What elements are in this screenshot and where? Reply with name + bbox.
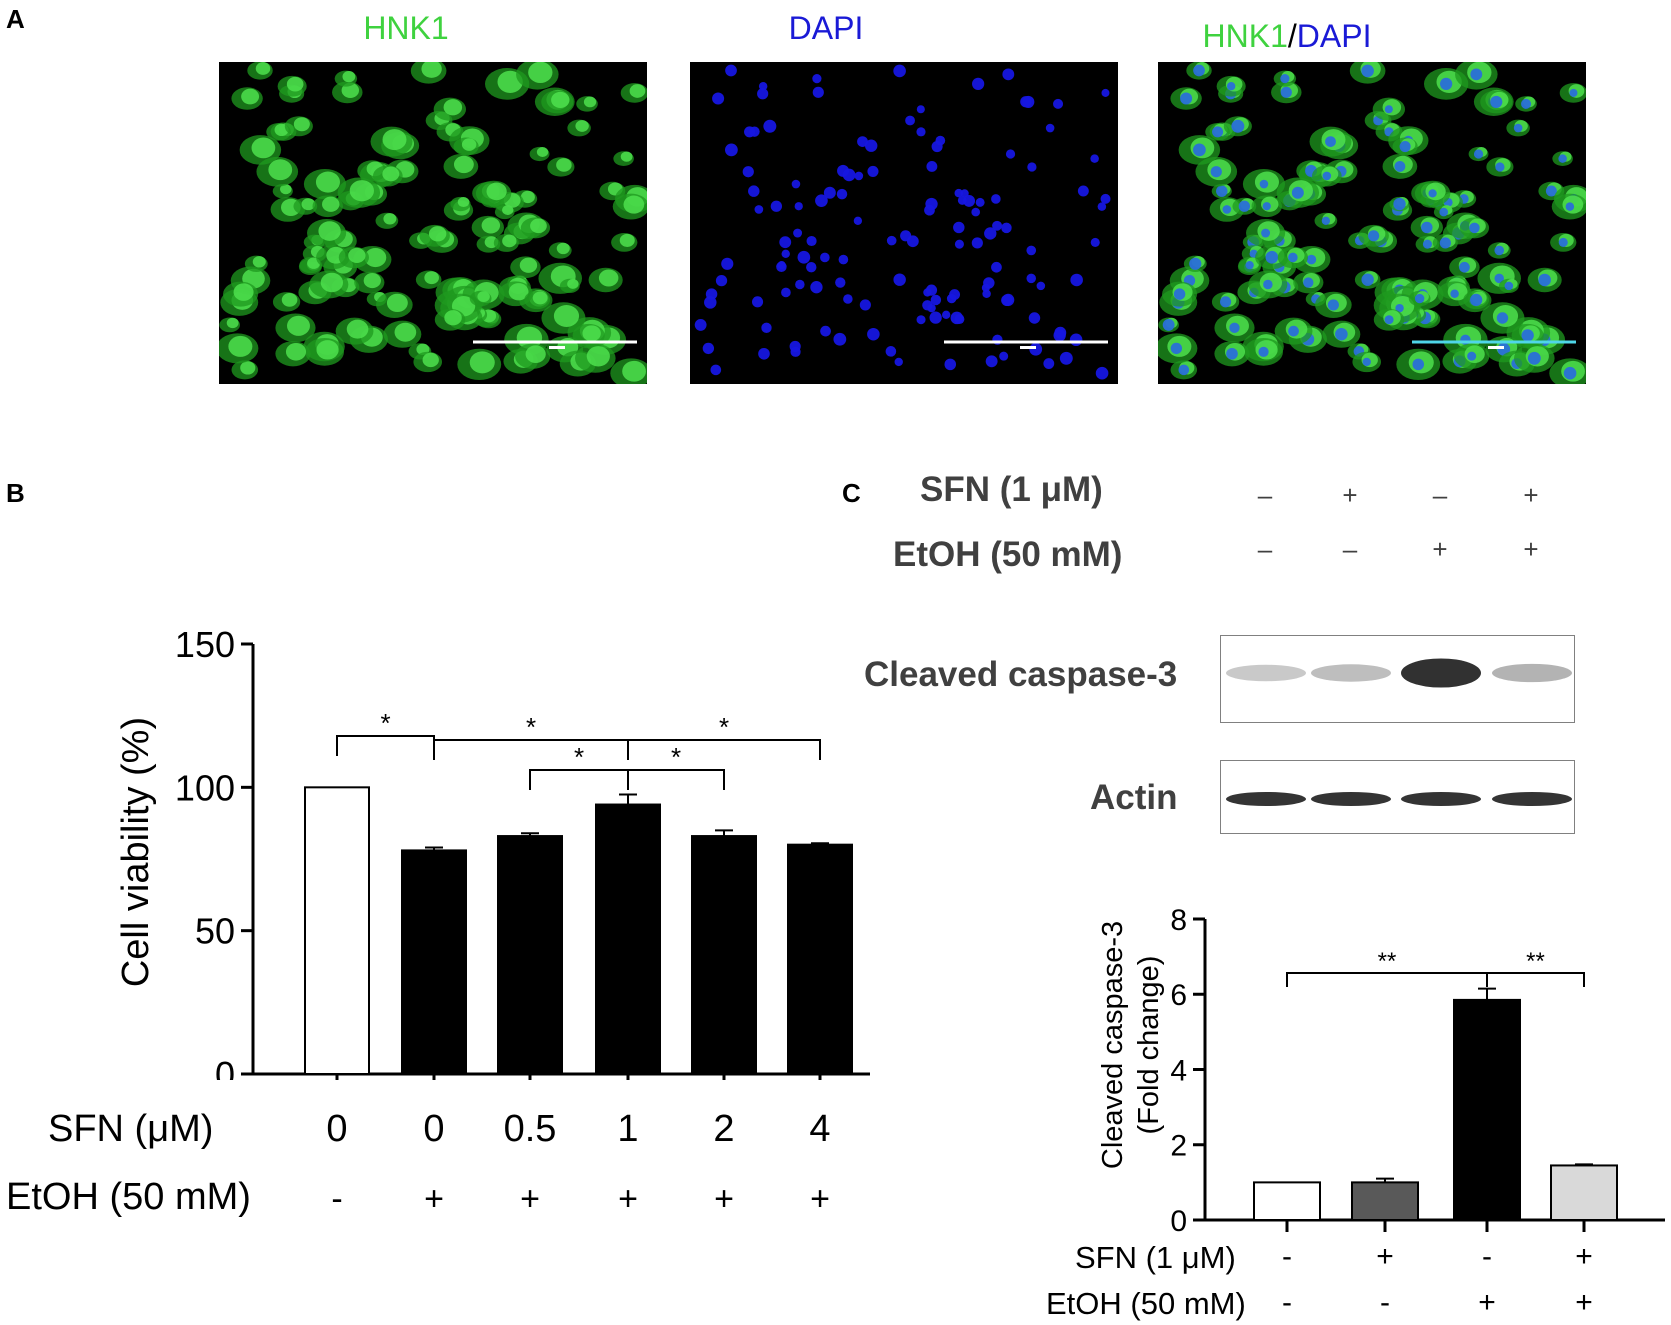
b-sfn-row-label: SFN (μM) (48, 1108, 214, 1150)
merge-micrograph (1158, 62, 1586, 384)
bar (1550, 1164, 1618, 1222)
y-tick-label: 6 (1170, 979, 1187, 1012)
merge-title-hnk1: HNK1 (1202, 18, 1288, 54)
b-etoh-value: + (424, 1180, 444, 1218)
hnk1-micrograph (219, 62, 647, 384)
b-etoh-value: + (714, 1180, 734, 1218)
significance-star: ** (1526, 948, 1545, 975)
panel-b-letter: B (6, 478, 25, 508)
caspase-blot (1220, 635, 1575, 723)
blot-sfn-value: + (1342, 480, 1358, 510)
bar (401, 849, 467, 1075)
caspase-band (1492, 663, 1572, 683)
c-etoh-row-label: EtOH (50 mM) (1046, 1286, 1246, 1321)
bar (304, 786, 370, 1075)
b-sfn-value: 4 (809, 1108, 831, 1150)
b-sfn-value: 0 (326, 1108, 348, 1150)
c-sfn-value: - (1282, 1240, 1292, 1273)
c-sfn-value: + (1376, 1240, 1394, 1273)
c-etoh-value: - (1282, 1286, 1292, 1319)
caspase-band-label: Cleaved caspase-3 (864, 655, 1178, 694)
significance-bracket (433, 739, 629, 760)
b-etoh-value: + (618, 1180, 638, 1218)
bar (787, 843, 853, 1075)
actin-band (1492, 792, 1572, 806)
c-sfn-value: + (1575, 1240, 1593, 1273)
c-sfn-value: - (1482, 1240, 1492, 1273)
b-etoh-value: + (810, 1180, 830, 1218)
merge-title-dapi: DAPI (1296, 18, 1372, 54)
y-axis-label: (Fold change) (1133, 956, 1165, 1135)
bar (595, 803, 661, 1076)
b-sfn-value: 2 (713, 1108, 735, 1150)
significance-star: * (719, 712, 729, 742)
y-tick-label: 100 (175, 767, 235, 808)
c-etoh-value: - (1380, 1286, 1390, 1319)
b-sfn-value: 0 (423, 1108, 445, 1150)
y-axis-label: Cleaved caspase-3 (1097, 921, 1129, 1169)
blot-sfn-value: – (1257, 480, 1273, 510)
blot-sfn-value: – (1432, 480, 1448, 510)
y-tick-label: 150 (175, 624, 235, 665)
b-sfn-value: 1 (617, 1108, 639, 1150)
b-etoh-value: - (331, 1180, 343, 1218)
caspase-band (1401, 658, 1481, 688)
viability-chart: 0 50 100 150 Cell viability (%) * * * * * (115, 624, 870, 1080)
actin-blot (1220, 760, 1575, 834)
blot-etoh-label: EtOH (50 mM) (893, 535, 1123, 574)
merge-title: HNK1/DAPI (1073, 18, 1501, 55)
significance-bracket (1286, 972, 1488, 987)
merge-title-slash: / (1287, 18, 1297, 54)
y-tick-label: 4 (1170, 1054, 1187, 1087)
panel-a-letter: A (6, 4, 25, 34)
b-etoh-row-label: EtOH (50 mM) (6, 1176, 251, 1218)
significance-bracket (627, 769, 725, 790)
panel-c-letter: C (842, 478, 861, 508)
significance-bracket (336, 735, 435, 756)
actin-band-label: Actin (1090, 778, 1178, 817)
caspase-band (1226, 664, 1306, 682)
c-etoh-value: + (1575, 1286, 1593, 1319)
blot-etoh-value: + (1523, 534, 1539, 564)
blot-etoh-value: + (1432, 534, 1448, 564)
significance-star: ** (1378, 948, 1397, 975)
actin-band (1401, 792, 1481, 806)
significance-star: * (526, 712, 536, 742)
caspase-chart: 0 2 4 6 8 Cleaved caspase-3 (Fold change) ** ** (1097, 905, 1665, 1235)
c-etoh-value: + (1478, 1286, 1496, 1319)
dapi-micrograph (690, 62, 1118, 384)
actin-band (1311, 792, 1391, 806)
y-axis-label: Cell viability (%) (115, 717, 157, 987)
bar (497, 835, 563, 1076)
significance-star: * (671, 742, 681, 772)
bar (1351, 1181, 1419, 1221)
significance-bracket (529, 769, 629, 790)
significance-star: * (574, 742, 584, 772)
blot-etoh-value: – (1342, 534, 1358, 564)
y-tick-label: 0 (215, 1054, 235, 1080)
caspase-band (1311, 664, 1391, 682)
bar (1453, 998, 1521, 1221)
blot-sfn-value: + (1523, 480, 1539, 510)
bar (1253, 1181, 1321, 1221)
blot-sfn-label: SFN (1 μM) (920, 470, 1103, 509)
bar (691, 835, 757, 1076)
y-tick-label: 2 (1170, 1130, 1187, 1163)
c-sfn-row-label: SFN (1 μM) (1075, 1240, 1236, 1275)
significance-bracket (627, 739, 821, 760)
y-tick-label: 0 (1170, 1205, 1187, 1235)
actin-band (1226, 792, 1306, 806)
b-etoh-value: + (520, 1180, 540, 1218)
dapi-title: DAPI (788, 10, 864, 46)
significance-bracket (1486, 972, 1585, 987)
hnk1-title: HNK1 (363, 10, 449, 46)
y-tick-label: 8 (1170, 905, 1187, 937)
blot-etoh-value: – (1257, 534, 1273, 564)
significance-star: * (380, 708, 390, 738)
y-tick-label: 50 (195, 911, 235, 952)
b-sfn-value: 0.5 (503, 1108, 557, 1150)
